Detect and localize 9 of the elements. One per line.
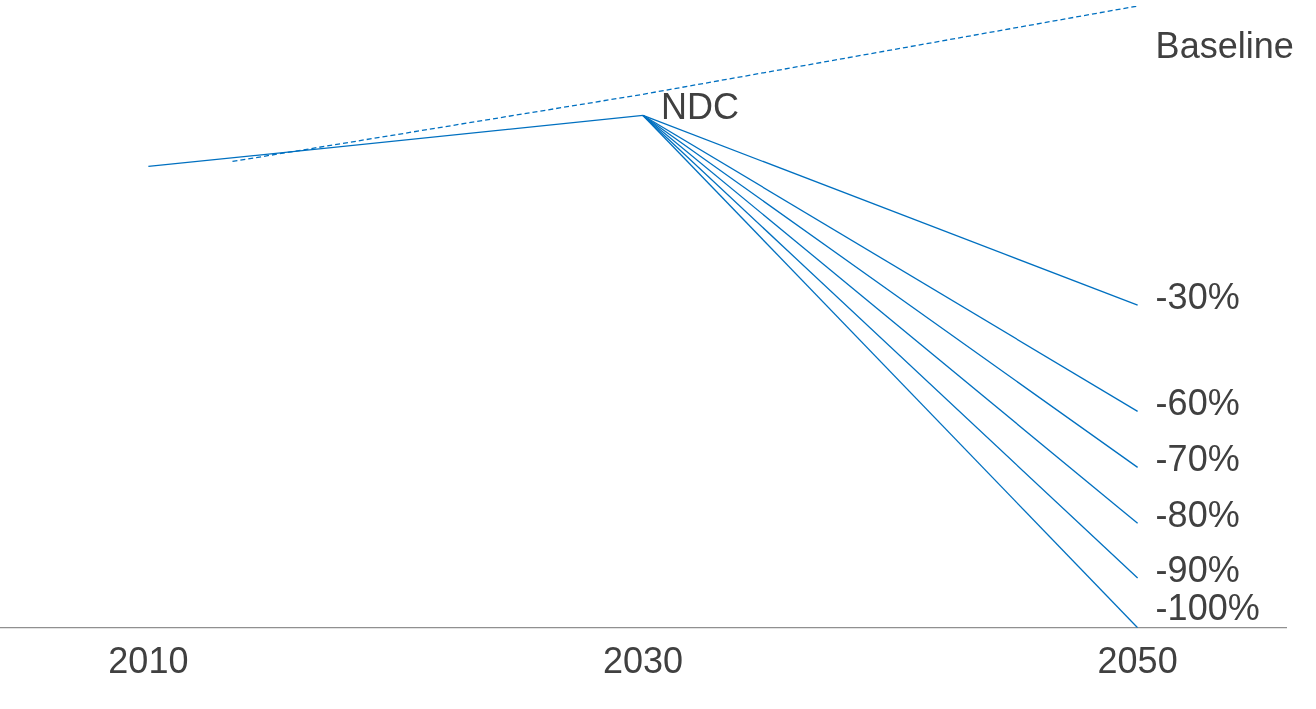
series-label: -30% bbox=[1155, 276, 1240, 318]
x-tick-label: 2050 bbox=[1097, 640, 1178, 682]
x-tick-label: 2030 bbox=[602, 640, 684, 682]
series-label: Baseline bbox=[1155, 24, 1294, 66]
series-label: NDC bbox=[661, 86, 739, 128]
series-label: -70% bbox=[1155, 438, 1240, 480]
x-tick-label: 2010 bbox=[108, 640, 189, 682]
series-label: -80% bbox=[1155, 494, 1240, 536]
series-label: -60% bbox=[1155, 382, 1240, 424]
